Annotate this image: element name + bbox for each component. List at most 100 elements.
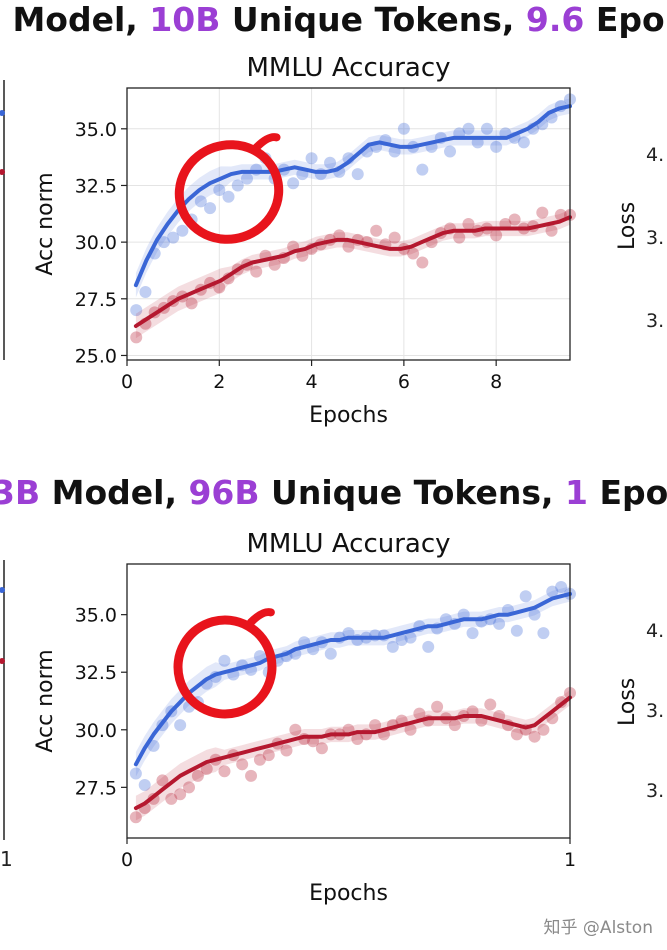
figure-header-top: 3 Model, 10B Unique Tokens, 9.6 Epo bbox=[0, 0, 665, 44]
data-point bbox=[165, 792, 178, 805]
y-axis-label: Acc norm bbox=[33, 649, 58, 752]
trend-line bbox=[133, 591, 572, 767]
data-point bbox=[448, 719, 461, 732]
data-point bbox=[453, 231, 466, 244]
data-point bbox=[315, 742, 328, 755]
data-point bbox=[138, 779, 151, 792]
x-tick-label: 0 bbox=[121, 371, 133, 393]
right-tick: 4. bbox=[646, 144, 664, 166]
data-point bbox=[289, 723, 302, 736]
data-point bbox=[416, 256, 429, 269]
cropped-blue-marker bbox=[0, 587, 5, 593]
data-point bbox=[545, 224, 558, 237]
data-point bbox=[388, 231, 401, 244]
data-point bbox=[324, 647, 337, 660]
data-point bbox=[369, 719, 382, 732]
left-neighbor-panel-bottom: 1 bbox=[0, 560, 13, 871]
data-point bbox=[240, 172, 253, 185]
data-point bbox=[490, 229, 503, 242]
header-accent-epochs: 9.6 bbox=[525, 0, 585, 39]
data-point bbox=[191, 769, 204, 782]
data-point bbox=[490, 140, 503, 153]
data-point bbox=[253, 650, 266, 663]
data-point bbox=[386, 640, 399, 653]
data-point bbox=[404, 631, 417, 644]
data-point bbox=[342, 240, 355, 253]
x-tick-label: 6 bbox=[398, 371, 410, 393]
data-point bbox=[157, 236, 170, 249]
y-tick-label: 32.5 bbox=[75, 662, 117, 684]
x-axis-label: Epochs bbox=[309, 881, 388, 906]
data-point bbox=[510, 624, 523, 637]
x-tick-label: 0 bbox=[121, 849, 133, 871]
data-point bbox=[218, 654, 231, 667]
data-point bbox=[466, 627, 479, 640]
data-point bbox=[231, 179, 244, 192]
data-point bbox=[194, 195, 207, 208]
data-point bbox=[508, 213, 521, 226]
data-point bbox=[493, 617, 506, 630]
cropped-red-marker bbox=[0, 169, 5, 175]
data-point bbox=[262, 749, 275, 762]
y-tick-label: 27.5 bbox=[75, 777, 117, 799]
x-tick-label: 1 bbox=[564, 849, 576, 871]
right-ylabel: Loss bbox=[615, 678, 640, 726]
data-point bbox=[519, 590, 532, 603]
data-point bbox=[250, 265, 263, 278]
left-neighbor-panel-top bbox=[0, 80, 5, 360]
data-point bbox=[462, 122, 475, 135]
chart-title: MMLU Accuracy bbox=[246, 529, 450, 559]
data-point bbox=[213, 184, 226, 196]
header-text-epochs: Epoc bbox=[599, 473, 667, 512]
data-point bbox=[555, 581, 568, 594]
data-point bbox=[413, 707, 426, 720]
data-point bbox=[351, 168, 364, 181]
y-axis-label: Acc norm bbox=[33, 172, 58, 275]
data-point bbox=[129, 767, 142, 780]
data-point bbox=[536, 206, 549, 219]
x-tick-label: 8 bbox=[490, 371, 502, 393]
data-point bbox=[130, 304, 143, 317]
data-point bbox=[528, 608, 541, 621]
figure-header-bottom: 3B Model, 96B Unique Tokens, 1 Epoc bbox=[0, 473, 667, 517]
data-point bbox=[422, 640, 435, 653]
trend-line bbox=[133, 215, 572, 328]
data-point bbox=[218, 765, 231, 778]
header-prefix: 3B bbox=[0, 473, 41, 512]
red-annotation-tail bbox=[246, 608, 275, 627]
data-point bbox=[431, 700, 444, 713]
header-accent-epochs: 1 bbox=[565, 473, 588, 512]
data-point bbox=[183, 781, 196, 794]
y-tick-label: 25.0 bbox=[75, 345, 117, 367]
right-tick: 3. bbox=[646, 310, 664, 332]
data-point bbox=[397, 122, 410, 135]
data-point bbox=[484, 698, 497, 711]
data-point bbox=[222, 190, 235, 203]
data-point bbox=[200, 762, 213, 775]
cropped-blue-marker bbox=[0, 110, 5, 116]
header-text-model: Model, bbox=[40, 473, 189, 512]
confidence-band bbox=[135, 689, 570, 821]
data-point bbox=[528, 730, 541, 743]
data-point bbox=[462, 218, 475, 230]
data-point bbox=[537, 627, 550, 640]
data-point bbox=[546, 585, 559, 598]
data-point bbox=[236, 758, 249, 771]
right-neighbor-panel-bottom: Loss 4. 3. 3. bbox=[615, 620, 664, 802]
data-point bbox=[174, 719, 187, 732]
header-text-model: Model, bbox=[0, 0, 150, 39]
y-tick-label: 35.0 bbox=[75, 605, 117, 627]
right-tick: 3. bbox=[646, 700, 664, 722]
data-point bbox=[174, 788, 187, 801]
right-ylabel: Loss bbox=[615, 202, 640, 250]
data-point bbox=[280, 744, 293, 757]
red-series bbox=[130, 206, 576, 344]
header-text-unique: Unique Tokens, bbox=[259, 473, 566, 512]
data-point bbox=[156, 774, 169, 787]
data-point bbox=[129, 811, 142, 824]
left-neighbor-tick: 1 bbox=[0, 847, 13, 871]
watermark: 知乎 @Alston bbox=[543, 918, 653, 938]
data-point bbox=[510, 728, 523, 741]
header-accent-tokens: 96B bbox=[188, 473, 260, 512]
